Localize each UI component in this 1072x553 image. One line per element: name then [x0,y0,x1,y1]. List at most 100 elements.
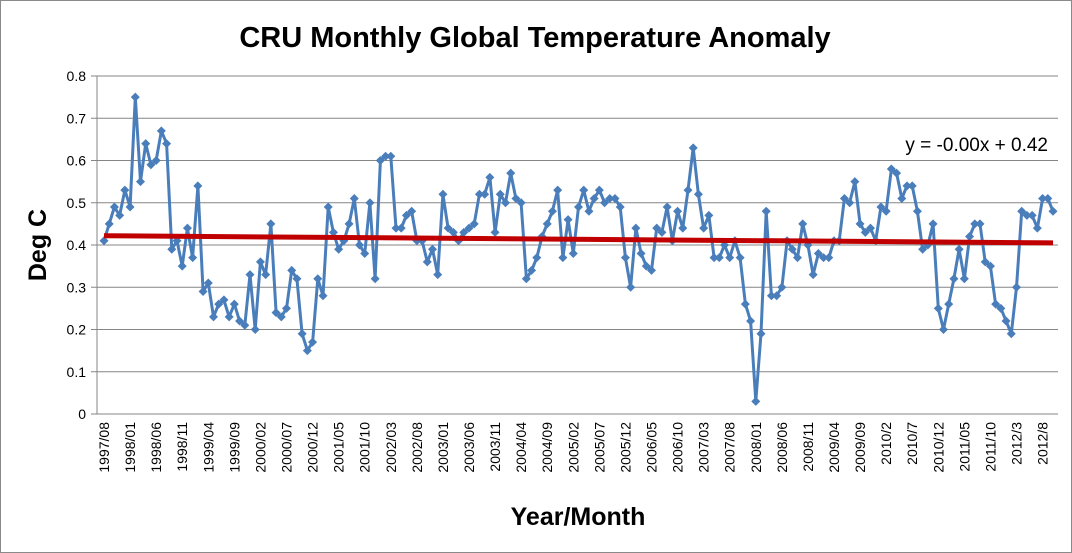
data-point [501,198,510,208]
data-point [99,236,109,246]
data-point [177,261,187,271]
x-tick-label: 1999/04 [200,422,216,473]
data-point [683,185,693,195]
data-point [740,299,750,309]
data-point [746,316,756,326]
data-point [892,168,902,178]
data-point [991,299,1001,309]
x-tick-label: 2001/05 [331,422,347,473]
data-point [141,139,151,149]
y-tick-label: 0.8 [67,68,87,84]
data-point [474,189,484,199]
data-point [146,160,156,170]
data-point [506,168,516,178]
data-point [772,291,782,301]
data-point [521,274,531,284]
data-point [276,312,286,322]
y-tick-label: 0.6 [67,153,87,169]
data-point [120,185,130,195]
data-point [605,194,615,204]
data-point [600,198,610,208]
data-point [558,253,568,263]
x-tick-label: 2008/01 [748,422,764,473]
x-tick-label: 2012/3 [1009,422,1025,465]
data-point [594,185,604,195]
data-point [115,210,125,220]
x-tick-label: 2003/01 [435,422,451,473]
data-point [751,396,761,406]
data-point [704,210,714,220]
data-point [819,253,829,263]
data-point [918,244,928,254]
x-tick-label: 2005/12 [617,422,633,473]
data-point [970,219,980,229]
x-tick-label: 2002/03 [383,422,399,473]
data-point [104,219,114,229]
data-point [928,219,938,229]
data-point [584,206,594,216]
data-point [949,274,959,284]
data-point [641,261,651,271]
data-point [282,303,291,313]
data-point [855,219,865,229]
trend-equation: y = -0.00x + 0.42 [905,135,1048,156]
trendline-line [103,233,1054,246]
data-point [464,223,474,233]
data-point [954,244,964,254]
data-point [547,206,557,216]
x-tick-label: 1998/01 [122,422,138,473]
x-tick-label: 2008/06 [774,422,790,473]
data-point [297,329,307,339]
data-point [459,227,469,237]
x-tick-label: 2005/07 [591,422,607,473]
data-point [156,126,166,136]
data-point [662,202,672,212]
data-point [323,202,333,212]
data-point [735,253,745,263]
data-point [673,206,683,216]
data-point [568,248,578,258]
data-point [224,312,234,322]
data-point [678,223,688,233]
x-tick-label: 2010/2 [878,422,894,465]
data-point [334,244,344,254]
x-axis-title: Year/Month [511,503,646,531]
data-point [756,329,766,339]
x-tick-label: 2006/05 [644,422,660,473]
data-point [808,270,818,280]
data-point [240,320,250,330]
data-point [292,274,302,284]
data-point [182,223,192,233]
x-tick-label: 2002/08 [409,422,425,473]
data-point [1001,316,1011,326]
data-point [422,257,432,267]
x-tick-label: 2007/03 [696,422,712,473]
data-point [443,223,453,233]
data-point [1043,194,1053,204]
data-point [516,198,526,208]
data-point [167,244,177,254]
data-point [647,265,656,275]
data-point [902,181,912,191]
data-point [255,257,265,267]
data-point [688,143,698,153]
data-point [980,257,990,267]
x-tick-label: 2004/09 [539,422,555,473]
data-point [1027,210,1037,220]
x-tick-label: 2000/12 [305,422,321,473]
data-point [886,164,896,174]
data-point [1032,223,1042,233]
y-tick-label: 0.2 [67,322,87,338]
data-point [438,189,448,199]
data-point [542,219,552,229]
data-point [652,223,662,233]
data-point [375,156,385,165]
data-point [824,253,834,263]
chart-title: CRU Monthly Global Temperature Anomaly [239,22,830,54]
data-point [876,202,886,212]
x-axis-ticks: 1997/08 1998/01 1998/06 1998/11 1999/04 1999/… [96,422,1051,473]
data-point [448,227,458,237]
data-point [386,151,396,161]
data-point [219,295,229,305]
data-point [839,194,849,204]
